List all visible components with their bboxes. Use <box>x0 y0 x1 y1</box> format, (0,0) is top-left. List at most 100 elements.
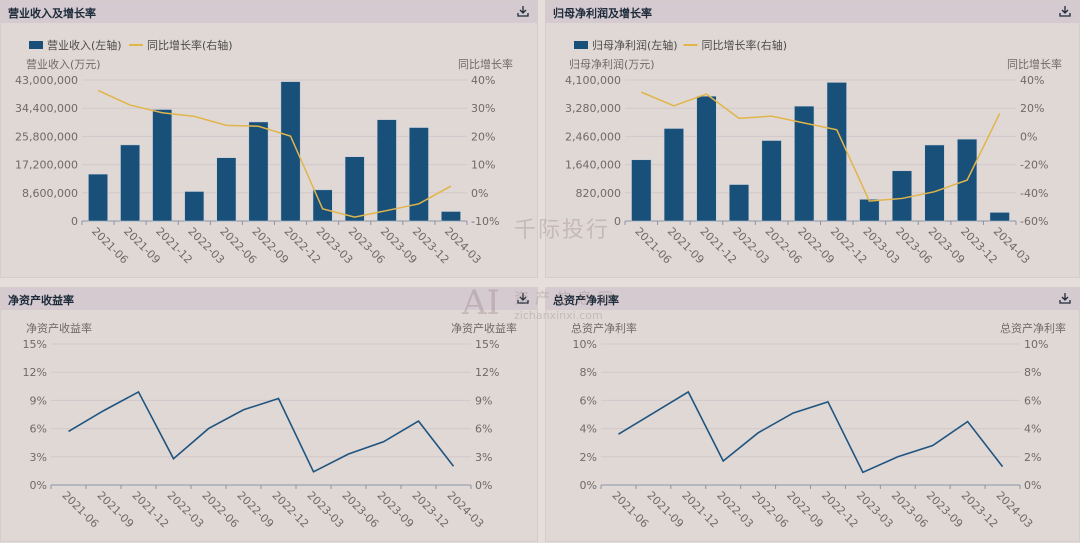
legend-bar-swatch <box>29 41 43 49</box>
x-tick-label: 2022-12 <box>270 489 312 531</box>
y-tick-left: 6% <box>30 423 47 436</box>
y-tick-right: -10% <box>471 215 499 228</box>
x-tick-label: 2022-03 <box>714 489 756 531</box>
legend-bar-swatch <box>574 41 588 49</box>
y-tick-right: -40% <box>1020 187 1048 200</box>
y-tick-right: 6% <box>1024 394 1041 407</box>
x-tick-label: 2022-06 <box>200 489 242 531</box>
y-tick-right: 10% <box>471 159 495 172</box>
legend-label: 归母净利润(左轴) <box>592 38 678 52</box>
y-tick-left: 12% <box>23 366 47 379</box>
bar <box>827 82 847 221</box>
x-tick-label: 2023-06 <box>889 489 931 531</box>
bar <box>345 157 364 221</box>
y-tick-left: 6% <box>580 394 597 407</box>
y-tick-right: 4% <box>1024 423 1041 436</box>
x-tick-label: 2024-03 <box>991 225 1033 267</box>
y-tick-right: -20% <box>1020 159 1048 172</box>
y-tick-left: 8,600,000 <box>22 187 78 200</box>
y-axis-label-left: 营业收入(万元) <box>26 57 101 71</box>
y-tick-right: 0% <box>471 187 488 200</box>
x-tick-label: 2022-09 <box>784 489 826 531</box>
y-tick-left: 25,800,000 <box>15 130 78 143</box>
roa-chart: 0%0%2%2%4%4%6%6%8%8%10%10%总资产净利率总资产净利率20… <box>546 288 1080 543</box>
x-tick-label: 2023-03 <box>854 489 896 531</box>
bar <box>441 211 460 221</box>
y-axis-label-right: 同比增长率 <box>458 57 513 71</box>
x-tick-label: 2023-06 <box>340 489 382 531</box>
y-tick-left: 2,460,000 <box>565 130 621 143</box>
series-line <box>69 392 454 472</box>
y-tick-left: 2% <box>580 451 597 464</box>
x-tick-label: 2022-09 <box>235 489 277 531</box>
bar <box>121 145 140 221</box>
y-tick-left: 8% <box>580 366 597 379</box>
roe-chart: 0%0%3%3%6%6%9%9%12%12%15%15%净资产收益率净资产收益率… <box>1 288 539 543</box>
net-profit-panel: 归母净利润及增长率 0-60%820,000-40%1,640,000-20%2… <box>545 0 1080 278</box>
legend-label: 同比增长率(右轴) <box>147 38 233 52</box>
y-axis-label-right: 净资产收益率 <box>451 321 517 335</box>
bar <box>762 141 782 221</box>
y-tick-right: 10% <box>1024 338 1048 351</box>
legend-label: 营业收入(左轴) <box>47 38 122 52</box>
bar <box>892 171 912 221</box>
y-tick-left: 4,100,000 <box>565 74 621 87</box>
bar <box>860 199 880 221</box>
x-tick-label: 2023-12 <box>959 489 1001 531</box>
y-tick-left: 4% <box>580 423 597 436</box>
bar <box>153 110 172 221</box>
y-tick-left: 3,280,000 <box>565 102 621 115</box>
bar <box>409 128 428 221</box>
x-tick-label: 2022-12 <box>819 489 861 531</box>
legend-label: 同比增长率(右轴) <box>702 38 788 52</box>
series-line <box>618 392 1002 472</box>
x-tick-label: 2023-09 <box>924 489 966 531</box>
bar <box>249 122 268 221</box>
y-tick-right: 20% <box>471 130 495 143</box>
x-tick-label: 2023-09 <box>375 489 417 531</box>
x-tick-label: 2023-12 <box>410 489 452 531</box>
y-tick-right: 0% <box>475 479 492 492</box>
x-tick-label: 2022-03 <box>165 489 207 531</box>
roe-panel: 净资产收益率 0%0%3%3%6%6%9%9%12%12%15%15%净资产收益… <box>0 287 538 542</box>
y-axis-label-left: 归母净利润(万元) <box>569 57 655 71</box>
bar <box>88 174 107 221</box>
y-tick-right: 3% <box>475 451 492 464</box>
bar <box>729 185 749 221</box>
y-tick-right: 0% <box>1020 130 1037 143</box>
y-tick-right: 8% <box>1024 366 1041 379</box>
x-tick-label: 2023-03 <box>305 489 347 531</box>
y-tick-right: -60% <box>1020 215 1048 228</box>
x-tick-label: 2021-09 <box>644 489 686 531</box>
y-tick-right: 6% <box>475 423 492 436</box>
y-tick-right: 15% <box>475 338 499 351</box>
bar <box>185 191 204 221</box>
y-tick-right: 0% <box>1024 479 1041 492</box>
roa-panel: 总资产净利率 0%0%2%2%4%4%6%6%8%8%10%10%总资产净利率总… <box>545 287 1080 542</box>
bar <box>664 128 684 221</box>
x-tick-label: 2021-12 <box>679 489 721 531</box>
y-tick-right: 2% <box>1024 451 1041 464</box>
bar <box>217 158 236 221</box>
y-tick-left: 0% <box>580 479 597 492</box>
y-axis-label-left: 总资产净利率 <box>571 321 637 335</box>
y-tick-right: 12% <box>475 366 499 379</box>
y-tick-left: 0% <box>30 479 47 492</box>
x-tick-label: 2021-09 <box>95 489 137 531</box>
y-axis-label-right: 同比增长率 <box>1007 57 1062 71</box>
y-tick-left: 15% <box>23 338 47 351</box>
y-tick-left: 17,200,000 <box>15 159 78 172</box>
y-tick-right: 40% <box>471 74 495 87</box>
x-tick-label: 2022-06 <box>749 489 791 531</box>
bar <box>697 96 717 221</box>
y-tick-left: 34,400,000 <box>15 102 78 115</box>
bar <box>632 160 652 221</box>
y-tick-left: 9% <box>30 394 47 407</box>
x-tick-label: 2021-12 <box>130 489 172 531</box>
y-tick-left: 820,000 <box>576 187 622 200</box>
y-tick-left: 3% <box>30 451 47 464</box>
bar <box>377 120 396 221</box>
y-tick-right: 20% <box>1020 102 1044 115</box>
